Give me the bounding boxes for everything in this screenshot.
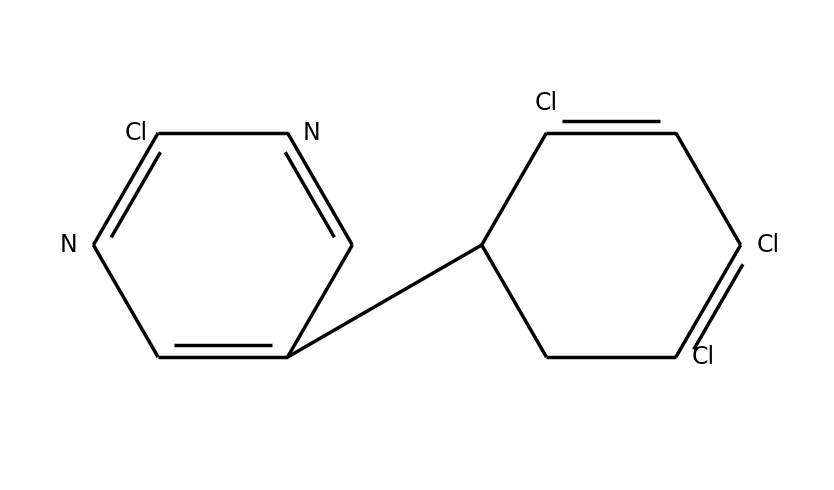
- Text: N: N: [60, 233, 78, 257]
- Text: Cl: Cl: [535, 91, 558, 115]
- Text: Cl: Cl: [691, 345, 715, 369]
- Text: Cl: Cl: [756, 233, 779, 257]
- Text: Cl: Cl: [124, 121, 148, 145]
- Text: N: N: [303, 121, 321, 145]
